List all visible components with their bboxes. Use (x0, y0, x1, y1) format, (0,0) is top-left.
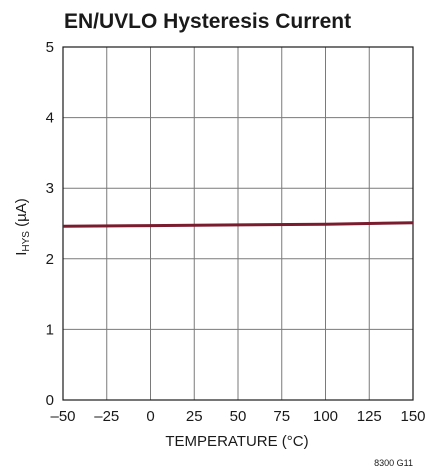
chart-title: EN/UVLO Hysteresis Current (64, 10, 351, 33)
y-tick-label: 4 (46, 110, 54, 127)
series-layer (62, 221, 414, 228)
y-tick-label: 5 (46, 39, 54, 56)
y-tick-label: 3 (46, 180, 54, 197)
x-tick-label: 100 (313, 408, 338, 425)
y-axis-label-unit: (µA) (13, 198, 30, 231)
y-axis-label: IHYS (µA) (13, 198, 32, 256)
y-axis-label-main: I (13, 252, 30, 256)
x-axis-label: TEMPERATURE (°C) (165, 433, 308, 450)
y-tick-label: 0 (46, 392, 54, 409)
x-tick-label: 125 (357, 408, 382, 425)
x-tick-label: 0 (146, 408, 154, 425)
x-tick-label: 25 (186, 408, 203, 425)
y-axis-label-subscript: HYS (21, 231, 32, 252)
x-axis-ticks: –50 –25 0 25 50 75 100 125 150 (50, 408, 425, 425)
y-tick-label: 2 (46, 251, 54, 268)
y-axis-ticks: 0 1 2 3 4 5 (46, 39, 54, 409)
y-tick-label: 1 (46, 321, 54, 338)
x-tick-label: –50 (50, 408, 75, 425)
x-tick-label: 50 (230, 408, 247, 425)
series-line (62, 221, 414, 228)
x-tick-label: 150 (400, 408, 425, 425)
x-tick-label: –25 (94, 408, 119, 425)
figure-id: 8300 G11 (374, 458, 413, 468)
x-tick-label: 75 (273, 408, 290, 425)
